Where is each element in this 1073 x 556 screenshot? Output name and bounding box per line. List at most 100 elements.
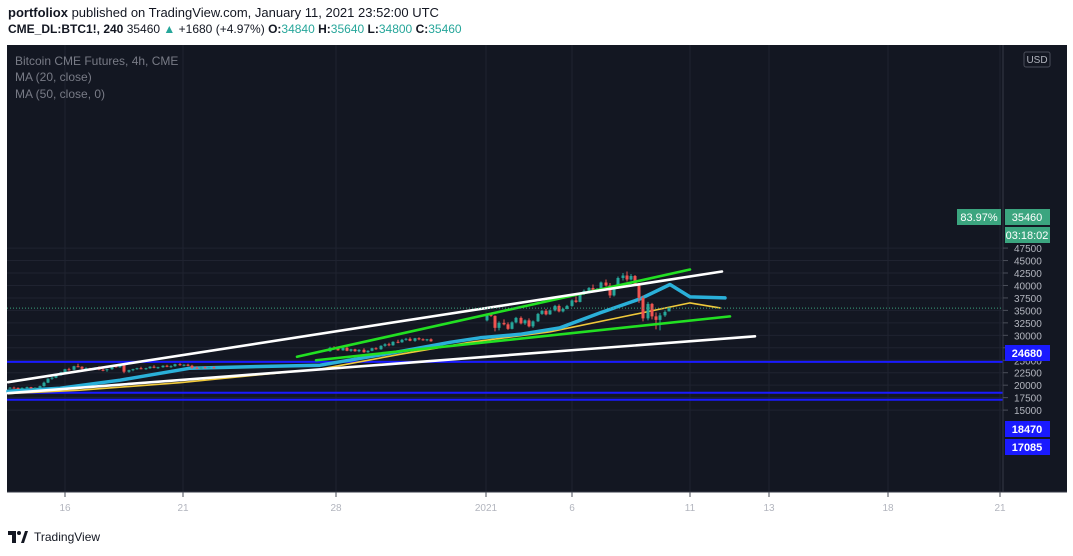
change-value: +1680 (+4.97%): [178, 22, 265, 36]
time-tick-label: 6: [569, 503, 575, 514]
candles: [8, 271, 671, 390]
candle-body: [548, 310, 552, 315]
candle-body: [131, 369, 135, 371]
time-tick-label: 13: [763, 503, 775, 514]
candle-body: [561, 308, 565, 312]
candle-body: [67, 369, 71, 371]
candle-body: [387, 344, 391, 346]
level-3-label: 17085: [1012, 442, 1043, 454]
time-tick-label: 21: [994, 503, 1006, 514]
price-tick-label: 17500: [1014, 394, 1042, 405]
candle-body: [148, 366, 152, 369]
candle-body: [502, 322, 506, 325]
candle-body: [574, 300, 578, 302]
candle-body: [489, 314, 493, 316]
candle-body: [370, 348, 374, 351]
candle-body: [514, 317, 518, 323]
time-axis[interactable]: 16 21 28 2021 6 11 13 18 21: [59, 492, 1006, 514]
candle-body: [404, 338, 408, 340]
candle-body: [127, 370, 131, 372]
published-text: published on TradingView.com, January 11…: [71, 5, 439, 20]
footer-brand: TradingView: [34, 530, 101, 544]
candle-body: [408, 338, 412, 341]
candle-body: [42, 382, 46, 387]
candle-body: [366, 350, 370, 353]
candle-body: [650, 303, 654, 317]
legend-ma50: MA (50, close, 0): [15, 87, 105, 101]
time-tick-label: 28: [330, 503, 342, 514]
last-price-header: 35460: [126, 22, 161, 36]
ma20-polyline: [6, 282, 727, 393]
horizontal-levels: [7, 360, 1003, 401]
candle-body: [139, 368, 143, 370]
candle-body: [485, 314, 489, 321]
candle-body: [101, 369, 105, 371]
candle-body: [413, 338, 417, 341]
last-pct-label-bg: [957, 209, 1001, 225]
open-label: O:: [268, 22, 282, 36]
price-tick-label: 35000: [1014, 306, 1042, 317]
high-label: H:: [318, 22, 331, 36]
time-tick-label: 2021: [475, 503, 498, 514]
candle-body: [336, 348, 340, 351]
trend-line-green: [295, 268, 692, 359]
change-arrow-icon: ▲: [163, 22, 176, 36]
candle-body: [152, 366, 156, 368]
time-tick-label: 16: [59, 503, 71, 514]
candle-body: [497, 322, 501, 328]
level-1-label: 24680: [1012, 348, 1043, 360]
price-tick-label: 45000: [1014, 257, 1042, 268]
candle-body: [190, 365, 194, 368]
countdown-label-bg: [1005, 227, 1050, 243]
time-tick-label: 11: [685, 503, 696, 514]
candle-body: [20, 387, 24, 389]
candle-body: [654, 316, 658, 320]
candle-body: [12, 387, 16, 389]
candle-body: [425, 339, 429, 341]
candle-body: [362, 349, 366, 353]
countdown-label: 03:18:02: [1006, 230, 1049, 242]
grid: [7, 45, 1003, 492]
last-price-label: 35460: [1012, 212, 1043, 224]
price-chart[interactable]: 1500017500200002250025000275003000032500…: [0, 42, 1073, 522]
candle-body: [506, 324, 510, 329]
candle-body: [341, 347, 345, 351]
symbol-name: CME_DL:BTC1!, 240: [8, 22, 124, 36]
trend-line-green: [314, 315, 732, 362]
candle-body: [144, 368, 148, 370]
low-value: 34800: [378, 22, 413, 36]
candle-body: [553, 305, 557, 311]
candle-body: [616, 277, 620, 288]
candle-body: [76, 366, 80, 368]
close-value: 35460: [428, 22, 462, 36]
candle-body: [663, 311, 667, 316]
candle-body: [570, 300, 574, 306]
candle-body: [199, 367, 203, 369]
legend-ma20: MA (20, close): [15, 70, 92, 84]
candle-body: [173, 364, 177, 367]
candle-body: [105, 369, 109, 371]
candle-body: [531, 321, 535, 327]
low-label: L:: [367, 22, 379, 36]
candle-body: [557, 305, 561, 312]
currency-badge[interactable]: [1023, 51, 1051, 68]
candle-body: [156, 367, 160, 369]
level-3-label-bg: [1005, 439, 1050, 455]
candle-body: [383, 344, 387, 346]
level-1-label-bg: [1005, 345, 1050, 361]
price-tick-label: 47500: [1014, 244, 1042, 255]
publish-info: portfoliox published on TradingView.com,…: [8, 5, 439, 20]
candle-body: [527, 320, 531, 327]
candle-body: [391, 341, 395, 346]
candle-body: [417, 338, 421, 340]
candle-body: [604, 282, 608, 286]
level-2-label: 18470: [1012, 424, 1043, 436]
candle-body: [203, 367, 207, 369]
candle-body: [637, 283, 641, 298]
candle-body: [16, 387, 20, 389]
legend-title: Bitcoin CME Futures, 4h, CME: [15, 54, 178, 68]
candle-body: [519, 317, 523, 324]
footer: TradingView: [8, 530, 100, 544]
price-tick-label: 37500: [1014, 294, 1042, 305]
candle-body: [544, 310, 548, 315]
